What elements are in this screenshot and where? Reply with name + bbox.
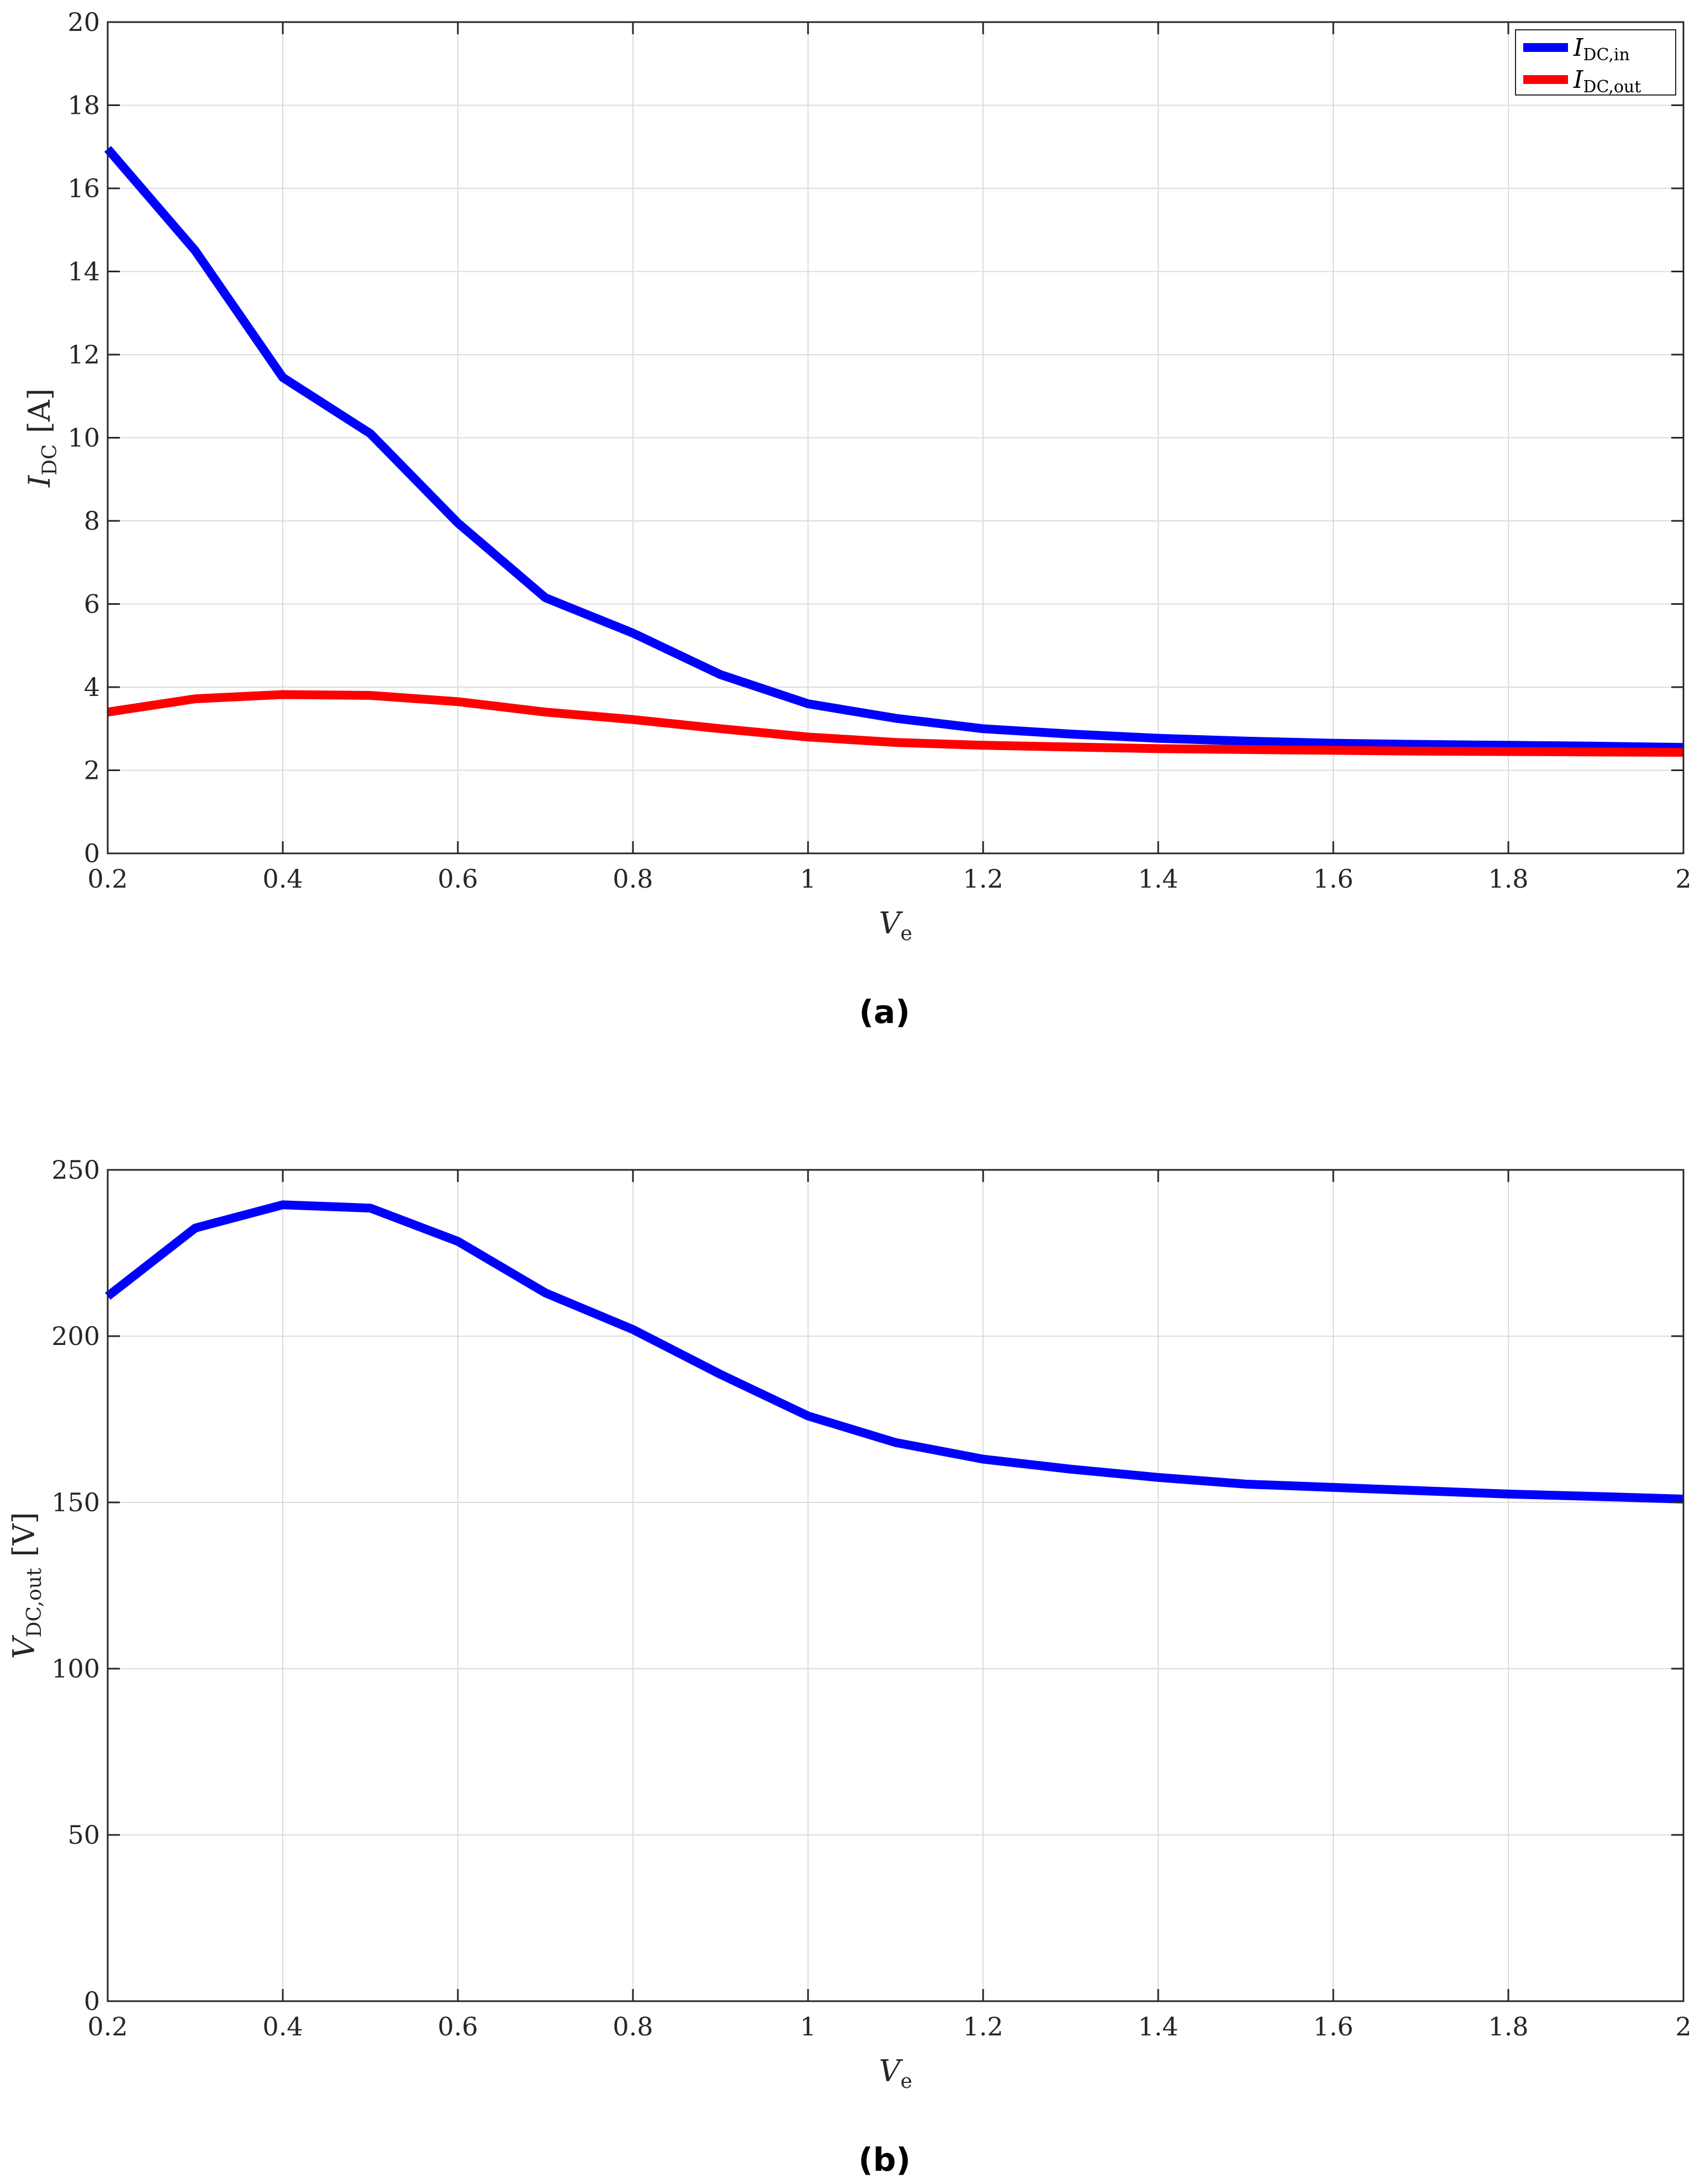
axes-box (107, 1169, 1685, 2002)
y-tick-label: 150 (51, 1487, 100, 1517)
y-axis-label: IDC [A] (22, 388, 61, 488)
legend-label-subscript: DC,in (1583, 45, 1629, 65)
y-tick-label: 200 (51, 1321, 100, 1351)
x-axis-label-subscript: e (900, 922, 912, 945)
x-axis-label: Ve (879, 906, 912, 945)
x-tick-label: 1.4 (1138, 864, 1178, 894)
x-tick-label: 1.8 (1488, 2012, 1528, 2041)
y-tick-label: 18 (67, 91, 100, 120)
series-line-0 (104, 146, 1684, 752)
x-axis-label-symbol: V (879, 906, 903, 941)
x-tick-label: 1.6 (1313, 864, 1353, 894)
y-tick-label: 8 (84, 506, 100, 536)
figure-caption: (a) (859, 993, 910, 1031)
y-tick-label: 6 (84, 589, 100, 619)
y-tick-label: 16 (67, 173, 100, 203)
y-tick-label: 2 (84, 756, 100, 785)
x-tick-label: 1 (800, 864, 816, 894)
legend-label-symbol: I (1573, 34, 1584, 62)
x-tick-label: 0.4 (262, 2012, 303, 2041)
x-tick-label: 0.2 (87, 2012, 128, 2041)
x-axis-label: Ve (879, 2054, 912, 2093)
y-axis-label-subscript: DC,out (23, 1568, 46, 1637)
x-tick-label: 2 (1675, 2012, 1691, 2041)
y-axis-label-symbol: V (7, 1635, 41, 1659)
series-line-0 (105, 1200, 1684, 1504)
series-line-1 (107, 690, 1684, 757)
x-tick-label: 1.8 (1488, 864, 1528, 894)
plot-area (108, 1170, 1683, 2001)
y-tick-label: 0 (84, 1986, 100, 2016)
x-tick-label: 0.8 (613, 2012, 653, 2041)
legend-label-symbol: I (1573, 66, 1584, 94)
x-tick-label: 1.2 (963, 864, 1003, 894)
x-tick-label: 0.6 (437, 2012, 478, 2041)
x-tick-label: 0.2 (87, 864, 128, 894)
x-tick-label: 0.6 (437, 864, 478, 894)
x-tick-label: 0.4 (262, 864, 303, 894)
x-tick-label: 0.8 (613, 864, 653, 894)
x-tick-label: 1.6 (1313, 2012, 1353, 2041)
legend-label-subscript: DC,out (1583, 77, 1641, 97)
x-tick-label: 1.2 (963, 2012, 1003, 2041)
legend-label-1: IDC,out (1573, 66, 1641, 97)
y-tick-label: 0 (84, 838, 100, 868)
x-tick-label: 1 (800, 2012, 816, 2041)
x-axis-label-symbol: V (879, 2054, 903, 2088)
y-axis-label-subscript: DC (39, 444, 61, 475)
y-axis-label: VDC,out [V] (7, 1512, 46, 1659)
legend-box (1515, 29, 1676, 96)
y-axis-label-symbol: I (22, 474, 57, 488)
y-tick-label: 14 (67, 257, 100, 287)
legend-label-0: IDC,in (1573, 34, 1630, 65)
y-axis-label-unit: [V] (7, 1512, 41, 1557)
y-tick-label: 12 (67, 340, 100, 370)
chart-a: 0.2 0.4 0.6 0.8 1 1.2 1.4 1.6 1.8 202468101214161… (22, 7, 1692, 1031)
y-tick-label: 100 (51, 1654, 100, 1684)
figure-caption: (b) (858, 2141, 911, 2178)
y-tick-label: 10 (67, 423, 100, 453)
y-tick-label: 20 (67, 7, 100, 37)
chart-b: 0.2 0.4 0.6 0.8 1 1.2 1.4 1.6 1.8 2 0 50 100 150 200 25… (7, 1155, 1692, 2178)
x-tick-label: 2 (1675, 864, 1691, 894)
y-tick-label: 50 (67, 1820, 100, 1850)
y-tick-label: 250 (51, 1155, 100, 1185)
y-axis-label-unit: [A] (22, 388, 57, 433)
x-tick-label: 1.4 (1138, 2012, 1178, 2041)
x-axis-label-subscript: e (900, 2070, 912, 2093)
y-tick-label: 4 (84, 672, 100, 702)
